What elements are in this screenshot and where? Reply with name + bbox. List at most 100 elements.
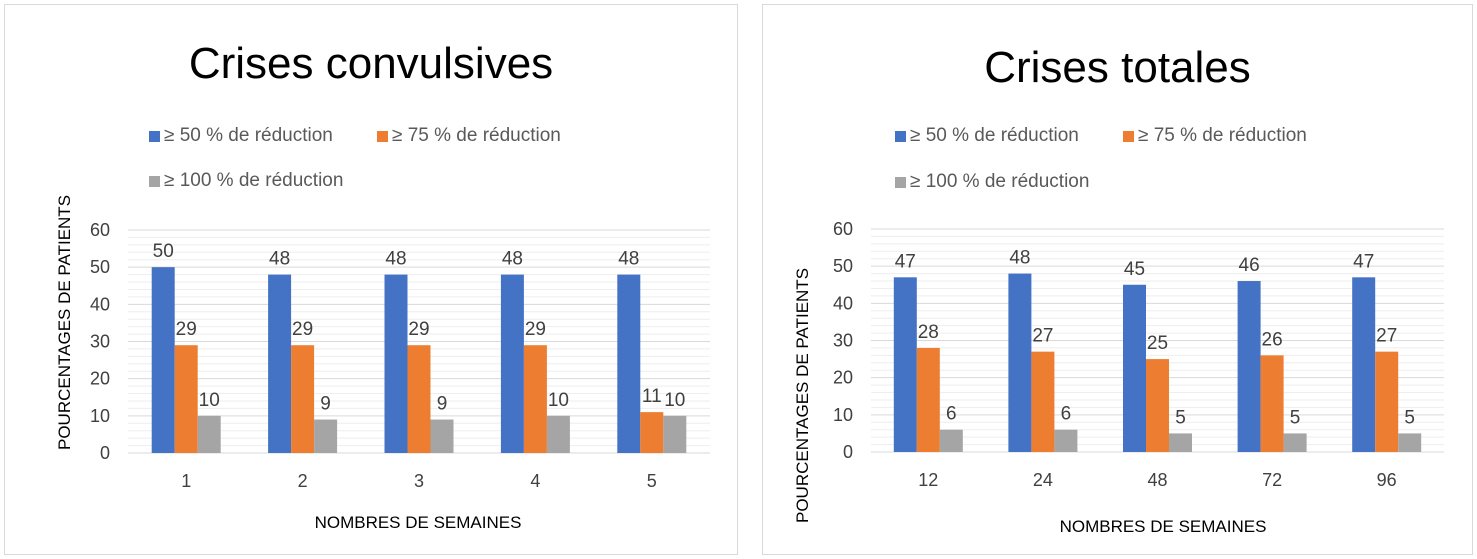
bar-100 bbox=[939, 429, 963, 452]
bar-50 bbox=[893, 277, 917, 452]
data-label: 48 bbox=[269, 249, 290, 270]
legend-swatch-100 bbox=[149, 175, 160, 187]
chart-title: Crises convulsives bbox=[188, 39, 554, 88]
bar-100 bbox=[430, 419, 454, 453]
x-tick-label: 1 bbox=[181, 471, 191, 491]
y-tick-label: 30 bbox=[833, 331, 853, 351]
x-tick-label: 3 bbox=[414, 471, 424, 491]
legend-label-100: ≥ 100 % de réduction bbox=[910, 171, 1090, 192]
bar-50 bbox=[617, 274, 641, 453]
x-tick-label: 4 bbox=[530, 471, 540, 491]
bar-50 bbox=[500, 274, 524, 453]
chart-panel-crises-totales: Crises totales ≥ 50 % de réduction ≥ 75 … bbox=[762, 4, 1473, 555]
bar-100 bbox=[197, 415, 221, 453]
y-tick-label: 0 bbox=[843, 442, 853, 462]
legend-label-75: ≥ 75 % de réduction bbox=[392, 125, 561, 146]
x-tick-label: 24 bbox=[1033, 470, 1053, 490]
bar-50 bbox=[1237, 281, 1261, 452]
data-label: 11 bbox=[642, 386, 662, 407]
bar-75 bbox=[1146, 359, 1169, 452]
y-tick-label: 40 bbox=[90, 294, 110, 314]
data-label: 27 bbox=[1376, 326, 1397, 347]
y-tick-label: 10 bbox=[833, 405, 853, 425]
x-tick-label: 96 bbox=[1377, 470, 1397, 490]
data-label: 5 bbox=[1404, 407, 1415, 428]
y-tick-label: 40 bbox=[833, 293, 853, 313]
bar-100 bbox=[1169, 433, 1192, 452]
legend-swatch-50 bbox=[149, 130, 160, 142]
y-tick-label: 60 bbox=[833, 219, 853, 239]
data-label: 6 bbox=[946, 404, 957, 425]
legend-item-100: ≥ 100 % de réduction bbox=[895, 171, 1089, 193]
bar-75 bbox=[1031, 351, 1055, 452]
bar-100 bbox=[1054, 429, 1078, 452]
data-label: 10 bbox=[548, 390, 569, 411]
data-label: 10 bbox=[664, 390, 685, 411]
data-label: 29 bbox=[176, 319, 197, 340]
legend-item-75: ≥ 75 % de réduction bbox=[377, 125, 561, 147]
bar-50 bbox=[1352, 277, 1376, 452]
bar-75 bbox=[640, 412, 664, 453]
x-tick-label: 48 bbox=[1147, 470, 1167, 490]
data-label: 5 bbox=[1290, 407, 1301, 428]
chart-panel-crises-convulsives: Crises convulsives ≥ 50 % de réduction ≥… bbox=[4, 4, 738, 555]
bar-75 bbox=[174, 345, 198, 453]
legend-item-75: ≥ 75 % de réduction bbox=[1123, 125, 1307, 147]
bar-75 bbox=[407, 345, 431, 453]
chart-plot-area: 0 10 20 30 40 50 60 50 29 10 1 48 29 9 2 48 29 9 3 48 29 10 4 4… bbox=[90, 220, 710, 491]
x-tick-label: 72 bbox=[1262, 470, 1282, 490]
bar-100 bbox=[1398, 433, 1422, 452]
data-label: 48 bbox=[502, 249, 523, 270]
bar-100 bbox=[663, 415, 687, 453]
bar-100 bbox=[314, 419, 338, 453]
data-label: 29 bbox=[408, 319, 429, 340]
legend-swatch-75 bbox=[1123, 130, 1134, 142]
legend-label-50: ≥ 50 % de réduction bbox=[164, 125, 333, 146]
data-label: 10 bbox=[199, 390, 220, 411]
legend-swatch-100 bbox=[895, 176, 906, 188]
data-label: 26 bbox=[1262, 329, 1283, 350]
x-axis-title: NOMBRES DE SEMAINES bbox=[1059, 517, 1267, 536]
data-label: 27 bbox=[1032, 326, 1053, 347]
legend-label-75: ≥ 75 % de réduction bbox=[1138, 125, 1307, 146]
bar-50 bbox=[1008, 273, 1032, 452]
y-tick-label: 50 bbox=[90, 257, 110, 277]
data-label: 48 bbox=[385, 249, 406, 270]
bar-100 bbox=[546, 415, 570, 453]
chart-title: Crises totales bbox=[984, 43, 1251, 92]
y-tick-label: 50 bbox=[833, 256, 853, 276]
data-label: 9 bbox=[437, 394, 448, 415]
x-tick-label: 2 bbox=[298, 471, 308, 491]
bar-50 bbox=[384, 274, 408, 453]
bar-75 bbox=[1375, 351, 1399, 452]
data-label: 47 bbox=[1353, 251, 1374, 272]
bar-75 bbox=[523, 345, 547, 453]
data-label: 28 bbox=[918, 322, 939, 343]
legend-item-100: ≥ 100 % de réduction bbox=[149, 170, 343, 192]
data-label: 9 bbox=[320, 394, 331, 415]
legend-swatch-50 bbox=[895, 130, 906, 142]
data-label: 50 bbox=[153, 241, 174, 262]
data-label: 25 bbox=[1147, 333, 1168, 354]
data-label: 45 bbox=[1124, 259, 1145, 280]
legend-swatch-75 bbox=[377, 130, 388, 142]
y-tick-label: 60 bbox=[90, 220, 110, 240]
data-label: 5 bbox=[1175, 407, 1186, 428]
y-tick-label: 0 bbox=[100, 443, 110, 463]
data-label: 48 bbox=[1009, 248, 1030, 269]
bar-75 bbox=[1260, 355, 1284, 452]
legend-label-100: ≥ 100 % de réduction bbox=[164, 170, 344, 191]
data-label: 47 bbox=[895, 251, 916, 272]
x-tick-label: 12 bbox=[918, 470, 938, 490]
y-tick-label: 20 bbox=[90, 369, 110, 389]
y-tick-label: 20 bbox=[833, 368, 853, 388]
bar-50 bbox=[151, 267, 175, 453]
data-label: 46 bbox=[1239, 255, 1260, 276]
legend-item-50: ≥ 50 % de réduction bbox=[149, 125, 333, 147]
data-label: 6 bbox=[1061, 404, 1072, 425]
bar-75 bbox=[916, 347, 940, 452]
legend-label-50: ≥ 50 % de réduction bbox=[910, 125, 1079, 146]
bar-100 bbox=[1283, 433, 1307, 452]
x-tick-label: 5 bbox=[647, 471, 657, 491]
legend-item-50: ≥ 50 % de réduction bbox=[895, 125, 1079, 147]
